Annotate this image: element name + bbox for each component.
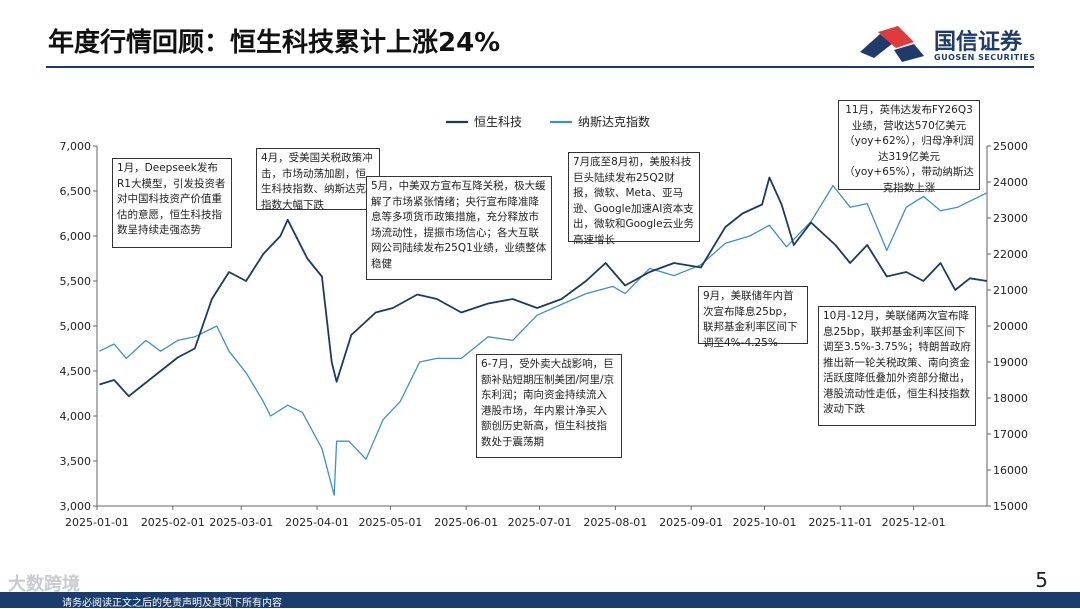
y-right-tick-label: 17000: [993, 428, 1028, 441]
y-right-tick-label: 22000: [993, 248, 1028, 261]
y-right-tick-label: 18000: [993, 392, 1028, 405]
x-tick-label: 2025-04-01: [285, 516, 349, 529]
y-left-tick-label: 4,500: [60, 365, 92, 378]
footer-disclaimer: 请务必阅读正文之后的免责声明及其项下所有内容: [62, 598, 282, 609]
x-tick-label: 2025-03-01: [209, 516, 273, 529]
y-right-tick-label: 25000: [993, 140, 1028, 153]
y-right-tick-label: 16000: [993, 464, 1028, 477]
annotation-jun-jul: 6-7月，受外卖大战影响，巨额补贴短期压制美团/阿里/京东利润；南向资金持续流入…: [476, 354, 622, 458]
x-tick-label: 2025-11-01: [808, 516, 872, 529]
y-right-tick-label: 19000: [993, 356, 1028, 369]
series-line-nasdaq: [99, 184, 988, 496]
annotation-may: 5月，中美双方宣布互降关税，极大缓解了市场紧张情绪；央行宣布降准降息等多项货币政…: [366, 176, 552, 280]
y-left-tick-label: 5,500: [60, 275, 92, 288]
annotation-sep: 9月，美联储年内首次宣布降息25bp，联邦基金利率区间下调至4%-4.25%: [698, 286, 808, 349]
annotation-apr: 4月，受美国关税政策冲击，市场动荡加剧，恒生科技指数、纳斯达克指数大幅下跌: [256, 148, 380, 211]
annotation-jul-aug: 7月底至8月初，美股科技巨头陆续发布25Q2财报，微软、Meta、亚马逊、Goo…: [568, 152, 700, 246]
x-tick-label: 2025-10-01: [733, 516, 797, 529]
y-left-tick-label: 6,000: [60, 230, 92, 243]
y-left-tick-label: 7,000: [60, 140, 92, 153]
annotation-jan: 1月，Deepseek发布R1大模型，引发投资者对中国科技资产价值重估的意愿，恒…: [112, 158, 232, 248]
y-right-tick-label: 15000: [993, 500, 1028, 513]
footer-bar: [0, 592, 1080, 608]
x-tick-label: 2025-05-01: [358, 516, 422, 529]
x-tick-label: 2025-09-01: [659, 516, 723, 529]
legend-label: 纳斯达克指数: [578, 114, 650, 129]
y-left-tick-label: 5,000: [60, 320, 92, 333]
y-left-tick-label: 6,500: [60, 185, 92, 198]
watermark: 大数跨境: [8, 574, 80, 595]
y-right-tick-label: 23000: [993, 212, 1028, 225]
x-tick-label: 2025-07-01: [508, 516, 572, 529]
brand-logo-icon: [860, 26, 924, 62]
y-right-tick-label: 20000: [993, 320, 1028, 333]
page-number: 5: [1035, 568, 1048, 592]
annotation-nov: 11月，英伟达发布FY26Q3业绩，营收达570亿美元（yoy+62%），归母净…: [838, 100, 980, 194]
legend-label: 恒生科技: [474, 115, 522, 129]
y-right-tick-label: 21000: [993, 284, 1028, 297]
x-tick-label: 2025-12-01: [882, 516, 946, 529]
y-left-tick-label: 4,000: [60, 410, 92, 423]
x-tick-label: 2025-06-01: [434, 516, 498, 529]
annotation-oct-dec: 10月-12月，美联储两次宣布降息25bp，联邦基金利率区间下调至3.5%-3.…: [818, 306, 976, 426]
x-tick-label: 2025-08-01: [583, 516, 647, 529]
y-right-tick-label: 24000: [993, 176, 1028, 189]
y-left-tick-label: 3,500: [60, 455, 92, 468]
x-tick-label: 2025-01-01: [65, 516, 129, 529]
title-divider: [46, 66, 1034, 68]
page-title: 年度行情回顾：恒生科技累计上涨24%: [48, 28, 501, 58]
x-tick-label: 2025-02-01: [141, 516, 205, 529]
logo-text: 国信证券: [934, 30, 1023, 55]
series-line-hstech: [99, 176, 988, 398]
y-left-tick-label: 3,000: [60, 500, 92, 513]
logo-subtitle: GUOSEN SECURITIES: [934, 53, 1036, 62]
